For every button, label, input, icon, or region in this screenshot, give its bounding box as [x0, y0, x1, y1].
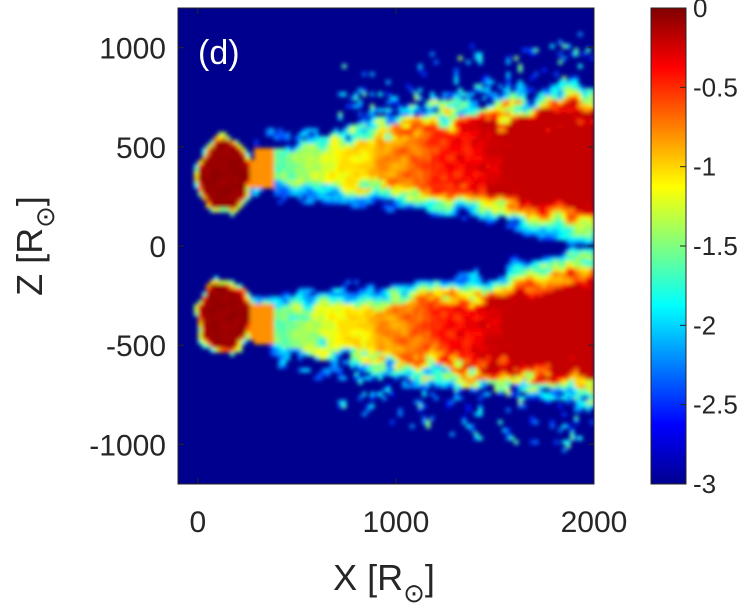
- y-axis-title: Z [R⊙]: [9, 196, 60, 296]
- y-axis-title-subscript: ⊙: [30, 206, 60, 228]
- y-tick-label: -1000: [89, 429, 166, 462]
- colorbar-tick-label: -2.5: [693, 390, 738, 420]
- x-tick-label: 2000: [561, 506, 628, 539]
- x-axis-title: X [R⊙]: [333, 557, 435, 608]
- x-tick-label: 1000: [363, 506, 430, 539]
- heatmap-field: [194, 32, 594, 453]
- y-axis-title-close: ]: [9, 196, 50, 206]
- y-axis-title-main: Z [R: [9, 228, 50, 296]
- y-tick-label: 1000: [99, 33, 166, 66]
- x-tick-label: 0: [189, 506, 206, 539]
- colorbar-tick-label: -3: [693, 469, 716, 499]
- colorbar-tick-label: -1.5: [693, 231, 738, 261]
- y-tick-label: -500: [106, 330, 166, 363]
- y-axis-ticks: 1000 500 0 -500 -1000: [89, 33, 594, 462]
- colorbar-ticks: 0 -0.5 -1 -1.5 -2 -2.5 -3: [680, 0, 738, 499]
- colorbar-tick-label: -2: [693, 310, 716, 340]
- colorbar-tick-label: -0.5: [693, 72, 738, 102]
- x-axis-title-main: X [R: [333, 557, 403, 598]
- x-axis-title-subscript: ⊙: [403, 578, 425, 608]
- x-axis-title-close: ]: [425, 557, 435, 598]
- y-tick-label: 0: [149, 231, 166, 264]
- colorbar-tick-label: 0: [693, 0, 707, 23]
- y-tick-label: 500: [116, 132, 166, 165]
- x-axis-ticks: 0 1000 2000: [189, 8, 627, 539]
- panel-label: (d): [198, 34, 240, 72]
- colorbar-tick-label: -1: [693, 152, 716, 182]
